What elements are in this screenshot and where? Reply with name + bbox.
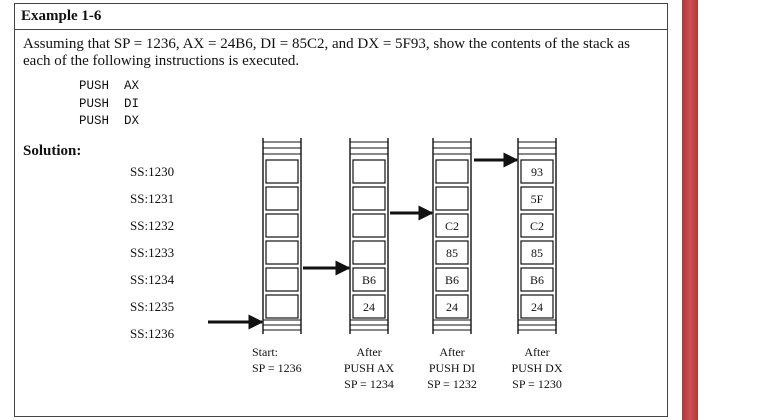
instruction-line: PUSH AX [79, 79, 140, 93]
page-edge-strip [682, 0, 698, 420]
example-title: Example 1-6 [15, 4, 667, 30]
instruction-line: PUSH DI [79, 96, 140, 111]
example-box: Example 1-6 Assuming that SP = 1236, AX … [14, 3, 668, 417]
problem-statement: Assuming that SP = 1236, AX = 24B6, DI =… [23, 36, 631, 69]
instruction-list: PUSH AX PUSH DI PUSH DX [79, 78, 139, 131]
instruction-line: PUSH DX [79, 114, 140, 128]
solution-label: Solution: [23, 143, 82, 159]
